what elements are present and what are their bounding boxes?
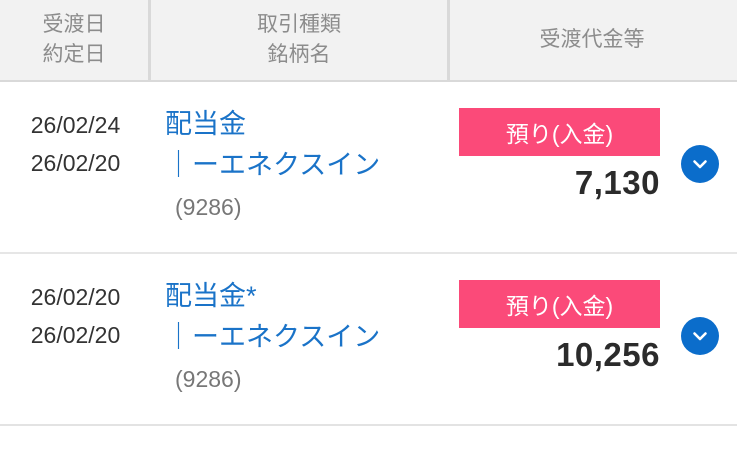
table-row[interactable]: 26/02/20 26/02/20 配当金* ｜ーエネクスイン (9286) 預り…	[0, 254, 737, 426]
status-badge: 預り(入金)	[459, 280, 660, 328]
row-kind-cell: 配当金* ｜ーエネクスイン (9286)	[151, 254, 450, 424]
row-expand-button[interactable]	[681, 317, 719, 355]
table-header-row: 受渡日 約定日 取引種類 銘柄名 受渡代金等	[0, 0, 737, 82]
column-header-kind-line2: 銘柄名	[267, 43, 331, 66]
row-expand-button[interactable]	[681, 145, 719, 183]
column-header-date: 受渡日 約定日	[0, 0, 151, 80]
chevron-down-icon	[689, 325, 711, 347]
stock-name-text: ｜ーエネクスイン	[165, 150, 381, 180]
column-header-date-line1: 受渡日	[42, 13, 106, 36]
stock-name-link[interactable]: ｜ーエネクスイン (9286)	[165, 145, 450, 228]
trade-date: 26/02/20	[30, 150, 121, 176]
stock-code: (9286)	[175, 366, 242, 392]
row-date-cell: 26/02/24 26/02/20	[0, 82, 151, 252]
row-kind-cell: 配当金 ｜ーエネクスイン (9286)	[151, 82, 450, 252]
transaction-history-table: 受渡日 約定日 取引種類 銘柄名 受渡代金等 26/02/24 26/02/20…	[0, 0, 737, 426]
amount-value: 7,130	[574, 164, 660, 201]
amount-value: 10,256	[556, 336, 660, 373]
table-row[interactable]: 26/02/24 26/02/20 配当金 ｜ーエネクスイン (9286) 預り(…	[0, 82, 737, 254]
status-badge: 預り(入金)	[459, 108, 660, 156]
chevron-down-icon	[689, 153, 711, 175]
column-header-kind: 取引種類 銘柄名	[151, 0, 450, 80]
column-header-kind-line1: 取引種類	[257, 13, 341, 36]
stock-name-link[interactable]: ｜ーエネクスイン (9286)	[165, 317, 450, 400]
column-header-amount-line1: 受渡代金等	[539, 28, 645, 51]
column-header-amount: 受渡代金等	[450, 0, 734, 80]
row-amount-cell: 預り(入金) 10,256	[450, 254, 737, 424]
stock-code: (9286)	[175, 194, 242, 220]
row-amount-cell: 預り(入金) 7,130	[450, 82, 737, 252]
column-header-date-line2: 約定日	[42, 43, 106, 66]
settlement-date: 26/02/20	[30, 284, 121, 310]
trade-date: 26/02/20	[30, 322, 121, 348]
settlement-date: 26/02/24	[30, 112, 121, 138]
row-date-cell: 26/02/20 26/02/20	[0, 254, 151, 424]
stock-name-text: ｜ーエネクスイン	[165, 322, 381, 352]
transaction-type-link[interactable]: 配当金	[165, 109, 246, 139]
transaction-type-link[interactable]: 配当金*	[165, 281, 257, 311]
